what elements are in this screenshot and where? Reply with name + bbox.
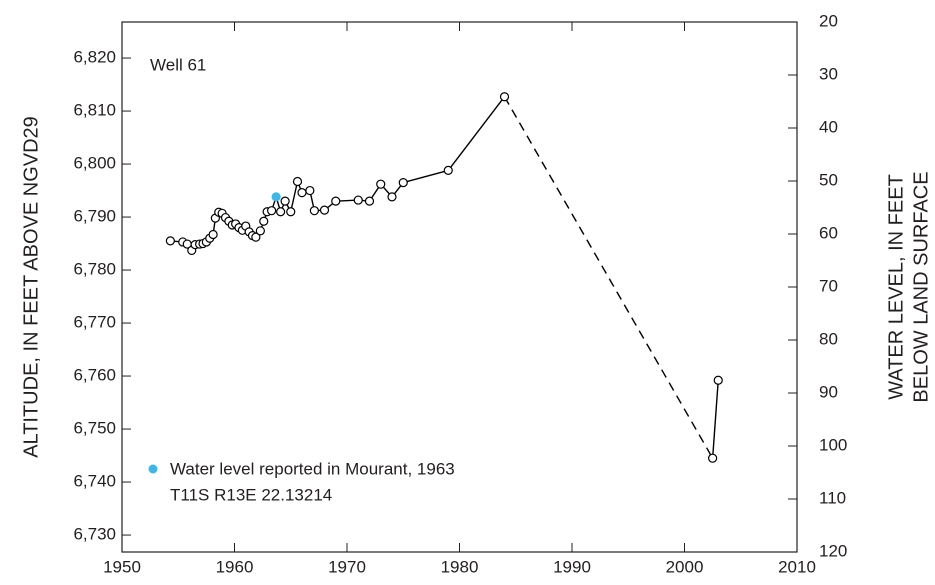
data-point (319, 205, 330, 215)
y-tick-label: 6,730 (73, 525, 116, 544)
annotation: Well 61 (150, 55, 206, 74)
data-point (353, 195, 363, 205)
data-point (499, 92, 510, 102)
y-tick-label: 6,750 (73, 419, 116, 438)
data-point (267, 206, 277, 216)
line-segment (711, 380, 719, 459)
data-point (292, 176, 303, 187)
data-point (286, 207, 296, 217)
data-point (309, 206, 319, 216)
data-point (708, 453, 718, 463)
y2-tick-label: 110 (819, 488, 846, 507)
y2-axis-label: BELOW LAND SURFACE (910, 171, 932, 402)
data-point (364, 196, 375, 206)
data-point (271, 192, 281, 202)
y2-tick-label: 90 (819, 382, 838, 401)
data-point (165, 236, 175, 246)
line-segment (290, 181, 299, 212)
data-point (251, 232, 261, 242)
y-tick-label: 6,820 (73, 48, 116, 67)
legend-label: Water level reported in Mourant, 1963 (170, 459, 455, 478)
y-axis-label: ALTITUDE, IN FEET ABOVE NGVD29 (20, 116, 42, 458)
line-segment (447, 96, 506, 171)
y-tick-label: 6,770 (73, 313, 116, 332)
data-point (443, 165, 453, 175)
data-point (387, 192, 397, 202)
y2-tick-label: 70 (819, 276, 838, 295)
y2-tick-label: 100 (819, 435, 847, 454)
y-tick-label: 6,780 (73, 260, 116, 279)
line-segment (403, 169, 449, 184)
legend-marker (148, 464, 158, 474)
y2-tick-label: 80 (819, 329, 838, 348)
x-tick-label: 1980 (441, 557, 479, 576)
x-tick-label: 2010 (778, 557, 816, 576)
y-tick-label: 6,800 (73, 154, 116, 173)
data-point (208, 229, 218, 240)
data-point (255, 226, 265, 236)
data-point (280, 196, 290, 206)
data-point (276, 207, 286, 217)
data-point (297, 188, 307, 198)
y-tick-label: 6,810 (73, 101, 116, 120)
y2-tick-label: 50 (819, 170, 838, 189)
data-point (713, 375, 723, 385)
y-tick-label: 6,740 (73, 472, 116, 491)
y2-tick-label: 20 (819, 11, 838, 30)
data-point (331, 196, 341, 206)
y2-tick-label: 120 (819, 541, 847, 560)
data-point (259, 216, 269, 226)
x-tick-label: 2000 (666, 557, 704, 576)
y2-axis-label: WATER LEVEL, IN FEET (885, 174, 907, 400)
line-segment (503, 96, 714, 459)
data-point (398, 177, 408, 188)
x-tick-label: 1970 (328, 557, 366, 576)
data-point (376, 179, 386, 189)
y2-tick-label: 60 (819, 223, 838, 242)
x-tick-label: 1950 (103, 557, 141, 576)
data-point (305, 185, 315, 196)
y2-tick-label: 40 (819, 117, 838, 136)
x-tick-label: 1960 (216, 557, 254, 576)
y-tick-label: 6,760 (73, 366, 116, 385)
y-tick-label: 6,790 (73, 207, 116, 226)
x-tick-label: 1990 (553, 557, 591, 576)
annotation: T11S R13E 22.13214 (170, 485, 332, 504)
y2-tick-label: 30 (819, 64, 838, 83)
